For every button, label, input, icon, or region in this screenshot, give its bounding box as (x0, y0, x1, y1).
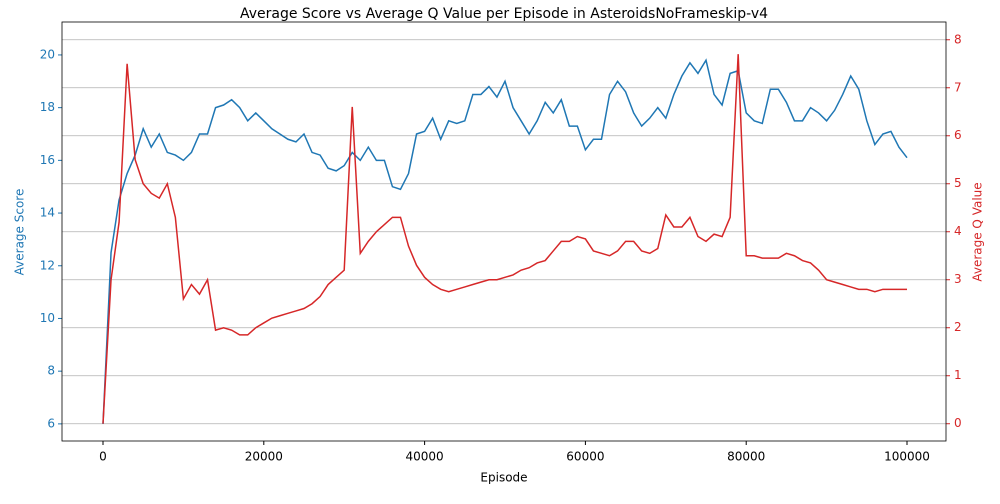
y2-tick-label: 5 (954, 176, 962, 190)
y-tick-label: 18 (40, 100, 55, 114)
y2-tick-label: 1 (954, 368, 962, 382)
y2-tick-label: 2 (954, 320, 962, 334)
y2-tick-label: 8 (954, 32, 962, 46)
y2-axis-label: Average Q Value (971, 182, 985, 281)
y-tick-label: 12 (40, 258, 55, 272)
chart-title: Average Score vs Average Q Value per Epi… (240, 6, 768, 22)
y-tick-label: 20 (40, 47, 55, 61)
plot-frame (61, 21, 947, 442)
y2-tick-label: 0 (954, 416, 962, 430)
y2-tick-label: 7 (954, 80, 962, 94)
x-tick-label: 40000 (406, 450, 444, 464)
x-tick-label: 0 (99, 450, 107, 464)
x-tick-label: 80000 (727, 450, 765, 464)
y-axis-label: Average Score (13, 189, 27, 276)
y-tick-label: 14 (40, 206, 55, 220)
y2-tick-label: 4 (954, 224, 962, 238)
y-tick-label: 10 (40, 311, 55, 325)
x-tick-label: 100000 (884, 450, 930, 464)
data-line (102, 58, 908, 424)
y2-tick-label: 6 (954, 128, 962, 142)
x-tick-label: 20000 (245, 450, 283, 464)
x-axis-label: Episode (480, 471, 527, 485)
data-line (102, 54, 908, 424)
y-tick-label: 6 (47, 416, 55, 430)
x-tick-label: 60000 (566, 450, 604, 464)
y2-tick-label: 3 (954, 272, 962, 286)
y-tick-label: 8 (47, 364, 55, 378)
y-tick-label: 16 (40, 153, 55, 167)
